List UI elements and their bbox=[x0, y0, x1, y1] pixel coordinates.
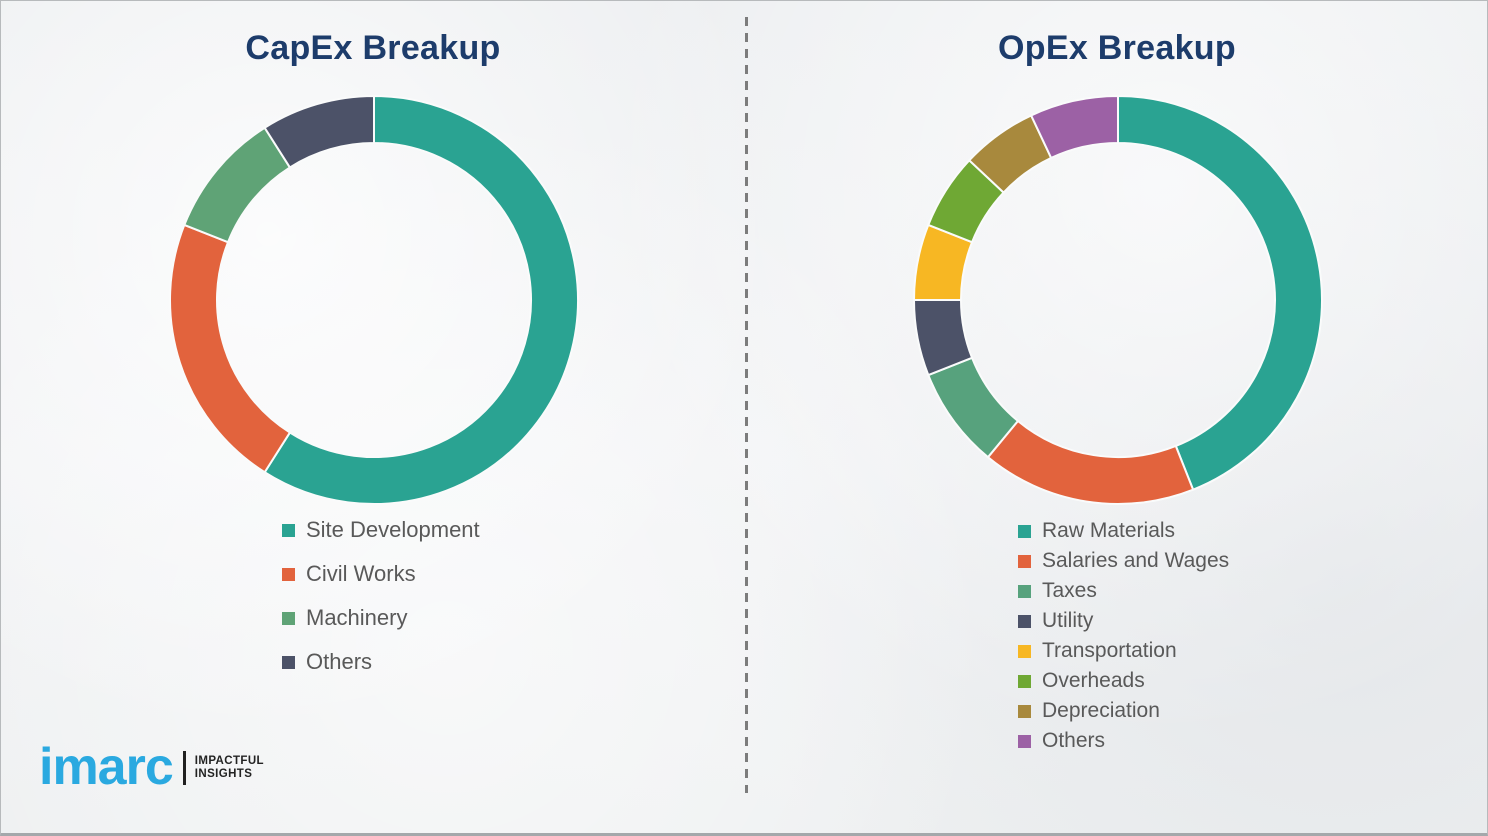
tagline-line-1: IMPACTFUL bbox=[194, 755, 264, 767]
imarc-logo: imarc IMPACTFUL INSIGHTS bbox=[39, 741, 264, 793]
legend-swatch bbox=[1018, 554, 1031, 568]
donut-segment-others bbox=[263, 94, 375, 169]
opex-donut-chart bbox=[908, 90, 1328, 510]
legend-swatch bbox=[1018, 614, 1031, 628]
legend-swatch bbox=[1018, 734, 1031, 748]
legend-label: Raw Materials bbox=[1042, 519, 1176, 542]
legend-swatch bbox=[1018, 644, 1031, 658]
donut-segment-raw-materials bbox=[1117, 94, 1323, 491]
legend-label: Taxes bbox=[1042, 579, 1097, 602]
donut-segment-site-development bbox=[263, 94, 579, 505]
legend-item: Machinery bbox=[282, 605, 480, 630]
legend-item: Depreciation bbox=[1018, 699, 1229, 723]
capex-panel: CapEx Breakup Site Development Civil Work… bbox=[1, 1, 745, 833]
legend-item: Transportation bbox=[1018, 639, 1229, 663]
vertical-dashed-divider bbox=[745, 17, 748, 793]
legend-label: Site Development bbox=[306, 517, 480, 542]
donut-segment-civil-works bbox=[169, 223, 292, 474]
legend-label: Others bbox=[1042, 729, 1106, 752]
legend-swatch bbox=[1018, 674, 1031, 688]
donut-segment-others bbox=[1029, 94, 1119, 160]
legend-item: Salaries and Wages bbox=[1018, 549, 1229, 573]
imarc-logo-tagline: IMPACTFUL INSIGHTS bbox=[195, 755, 264, 781]
legend-item: Civil Works bbox=[282, 561, 480, 586]
legend-item: Site Development bbox=[282, 517, 480, 542]
legend-item: Others bbox=[282, 649, 480, 674]
legend-item: Raw Materials bbox=[1018, 519, 1229, 543]
legend-swatch bbox=[282, 567, 295, 581]
logo-divider-bar bbox=[182, 751, 186, 785]
legend-swatch bbox=[282, 523, 295, 537]
legend-label: Salaries and Wages bbox=[1042, 549, 1230, 572]
capex-chart-title: CapEx Breakup bbox=[245, 29, 501, 67]
legend-item: Taxes bbox=[1018, 579, 1229, 603]
legend-label: Transportation bbox=[1042, 639, 1177, 662]
legend-swatch bbox=[1018, 584, 1031, 598]
legend-label: Depreciation bbox=[1042, 699, 1160, 722]
opex-panel: OpEx Breakup Raw Materials Salaries and W… bbox=[745, 1, 1487, 833]
imarc-logo-wordmark: imarc bbox=[39, 738, 174, 796]
legend-label: Others bbox=[306, 649, 373, 674]
legend-item: Others bbox=[1018, 729, 1229, 753]
donut-segment-salaries-and-wages bbox=[986, 419, 1195, 505]
legend-label: Civil Works bbox=[306, 561, 416, 586]
legend-label: Machinery bbox=[306, 605, 408, 630]
legend-label: Utility bbox=[1042, 609, 1094, 632]
legend-swatch bbox=[1018, 704, 1031, 718]
donut-segment-machinery bbox=[183, 126, 292, 244]
capex-legend: Site Development Civil Works Machinery Othe… bbox=[282, 517, 480, 694]
legend-swatch bbox=[1018, 524, 1031, 538]
capex-donut-chart bbox=[164, 90, 584, 510]
legend-swatch bbox=[282, 611, 295, 625]
opex-chart-title: OpEx Breakup bbox=[998, 29, 1236, 67]
legend-item: Utility bbox=[1018, 609, 1229, 633]
legend-item: Overheads bbox=[1018, 669, 1229, 693]
opex-legend: Raw Materials Salaries and Wages Taxes Util… bbox=[1018, 519, 1229, 759]
tagline-line-2: INSIGHTS bbox=[194, 768, 253, 780]
legend-swatch bbox=[282, 655, 295, 669]
legend-label: Overheads bbox=[1042, 669, 1145, 692]
